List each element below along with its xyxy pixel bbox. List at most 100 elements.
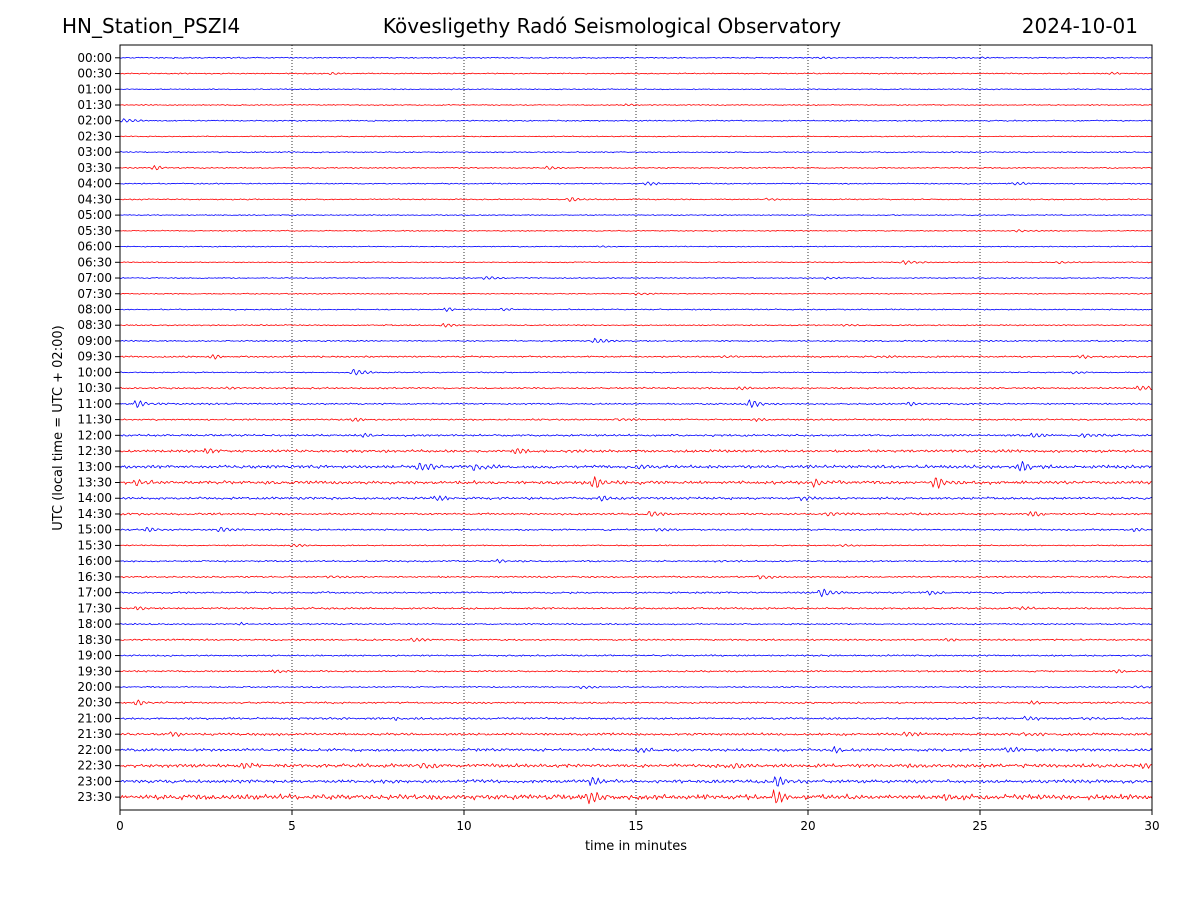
trace-1530	[119, 543, 1153, 548]
y-tick-label-0330: 03:30	[77, 161, 112, 175]
y-tick-label-0100: 01:00	[77, 82, 112, 96]
y-tick-label-1800: 18:00	[77, 617, 112, 631]
y-axis-label: UTC (local time = UTC + 02:00)	[51, 325, 66, 530]
trace-1800	[119, 621, 1153, 626]
y-tick-label-0230: 02:30	[77, 129, 112, 143]
y-tick-label-2030: 20:30	[77, 696, 112, 710]
trace-1700	[119, 588, 1153, 598]
trace-0800	[119, 307, 1153, 312]
y-tick-label-1130: 11:30	[77, 413, 112, 427]
y-tick-label-1630: 16:30	[77, 570, 112, 584]
y-tick-label-1030: 10:30	[77, 381, 112, 395]
x-tick-label-5: 5	[288, 819, 296, 833]
trace-0730	[119, 292, 1153, 296]
vertical-gridlines	[291, 45, 981, 810]
y-tick-label-1500: 15:00	[77, 523, 112, 537]
trace-1200	[119, 432, 1153, 439]
y-tick-label-2130: 21:30	[77, 727, 112, 741]
trace-2330	[119, 789, 1153, 805]
y-tick-label-0200: 02:00	[77, 114, 112, 128]
trace-2030	[119, 699, 1153, 706]
x-tick-label-0: 0	[116, 819, 124, 833]
trace-1730	[119, 606, 1153, 611]
y-tick-label-0600: 06:00	[77, 240, 112, 254]
trace-1400	[119, 495, 1153, 502]
trace-2300	[119, 776, 1153, 787]
y-tick-label-1100: 11:00	[77, 397, 112, 411]
y-tick-label-1430: 14:30	[77, 507, 112, 521]
trace-1930	[119, 669, 1153, 674]
trace-0600	[119, 245, 1153, 248]
trace-1300	[119, 460, 1153, 472]
trace-2100	[119, 715, 1153, 721]
y-tick-label-1730: 17:30	[77, 601, 112, 615]
y-tick-label-2200: 22:00	[77, 743, 112, 757]
x-tick-label-20: 20	[800, 819, 815, 833]
y-tick-label-0800: 08:00	[77, 302, 112, 316]
y-tick-label-1000: 10:00	[77, 365, 112, 379]
x-tick-label-25: 25	[972, 819, 987, 833]
y-tick-label-0430: 04:30	[77, 192, 112, 206]
trace-0300	[119, 151, 1153, 154]
figure-title-bar: HN_Station_PSZI4 Kövesligethy Radó Seism…	[0, 14, 1200, 44]
trace-0930	[119, 354, 1153, 360]
y-tick-label-0830: 08:30	[77, 318, 112, 332]
y-tick-label-0500: 05:00	[77, 208, 112, 222]
y-tick-label-0400: 04:00	[77, 177, 112, 191]
y-tick-label-0530: 05:30	[77, 224, 112, 238]
trace-0200	[119, 118, 1153, 123]
y-tick-label-0000: 00:00	[77, 51, 112, 65]
y-tick-label-1330: 13:30	[77, 476, 112, 490]
y-tick-label-2330: 23:30	[77, 790, 112, 804]
y-tick-label-0730: 07:30	[77, 287, 112, 301]
x-tick-label-30: 30	[1144, 819, 1159, 833]
trace-2000	[119, 685, 1153, 690]
trace-0000	[119, 56, 1153, 60]
trace-2200	[119, 746, 1153, 754]
y-tick-label-0030: 00:30	[77, 67, 112, 81]
trace-1030	[119, 385, 1153, 391]
trace-0130	[119, 103, 1153, 107]
y-tick-label-2300: 23:00	[77, 774, 112, 788]
seismic-traces	[119, 56, 1153, 805]
trace-0100	[119, 88, 1153, 91]
y-tick-label-0930: 09:30	[77, 350, 112, 364]
station-name: HN_Station_PSZI4	[62, 14, 241, 38]
x-axis-ticks: 0 5 10 15 20 25 30	[116, 810, 1160, 833]
x-axis-label: time in minutes	[585, 839, 687, 854]
y-tick-label-1930: 19:30	[77, 664, 112, 678]
y-tick-label-1830: 18:30	[77, 633, 112, 647]
trace-1900	[119, 654, 1153, 657]
y-tick-label-1700: 17:00	[77, 586, 112, 600]
y-tick-label-1300: 13:00	[77, 460, 112, 474]
trace-1130	[119, 417, 1153, 422]
y-tick-label-1900: 19:00	[77, 649, 112, 663]
trace-0630	[119, 260, 1153, 265]
trace-0330	[119, 165, 1153, 171]
y-tick-label-0700: 07:00	[77, 271, 112, 285]
trace-0530	[119, 229, 1153, 233]
trace-1430	[119, 511, 1153, 517]
y-tick-label-2000: 20:00	[77, 680, 112, 694]
x-tick-label-10: 10	[456, 819, 471, 833]
trace-1230	[119, 448, 1153, 454]
y-tick-label-0130: 01:30	[77, 98, 112, 112]
trace-0030	[119, 71, 1153, 75]
y-tick-label-0630: 06:30	[77, 255, 112, 269]
trace-1630	[119, 575, 1153, 580]
trace-1600	[119, 558, 1153, 564]
y-tick-label-1200: 12:00	[77, 428, 112, 442]
trace-0230	[119, 135, 1153, 138]
trace-0830	[119, 323, 1153, 328]
trace-1830	[119, 637, 1153, 642]
observatory-title: Kövesligethy Radó Seismological Observat…	[382, 14, 842, 38]
trace-2130	[119, 731, 1153, 737]
x-tick-label-15: 15	[628, 819, 643, 833]
y-tick-label-0300: 03:00	[77, 145, 112, 159]
y-tick-label-2100: 21:00	[77, 711, 112, 725]
y-tick-label-1400: 14:00	[77, 491, 112, 505]
trace-2230	[119, 762, 1153, 769]
y-tick-label-1230: 12:30	[77, 444, 112, 458]
